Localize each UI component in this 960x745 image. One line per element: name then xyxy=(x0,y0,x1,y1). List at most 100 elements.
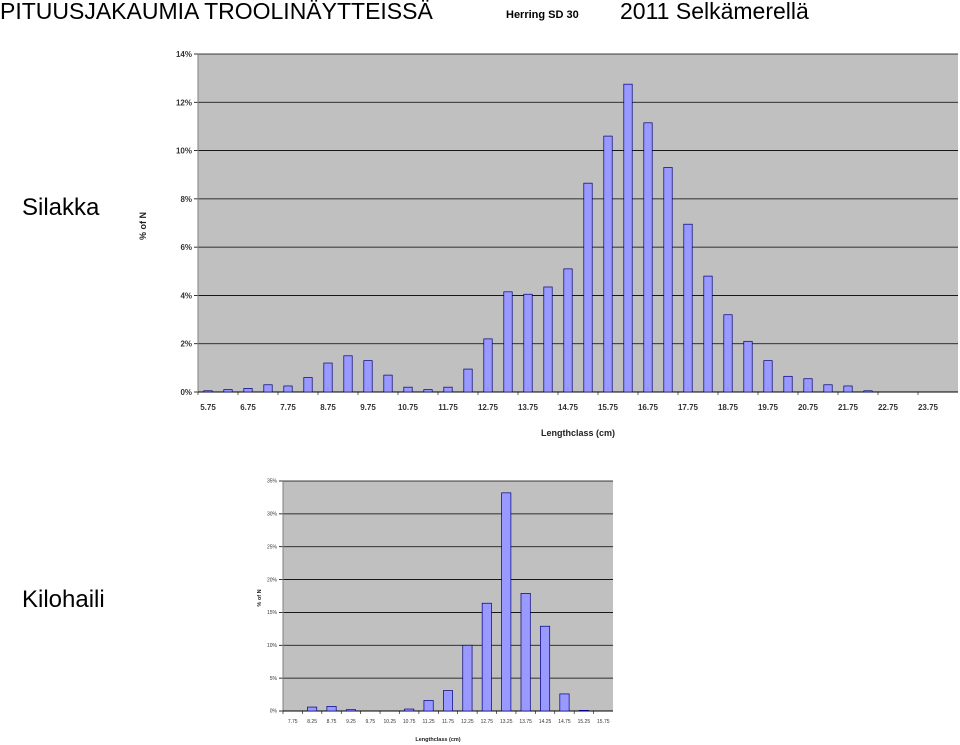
herring-xtick-label: 20.75 xyxy=(798,403,819,412)
herring-bar-13.25 xyxy=(503,291,513,393)
herring-bar-6.75 xyxy=(243,388,253,393)
herring-bar-21.25 xyxy=(823,384,833,393)
sprat-xtick-label: 13.25 xyxy=(500,719,513,725)
herring-bar-22.25 xyxy=(863,390,873,393)
herring-plot-area xyxy=(198,54,958,392)
sprat-plot-area xyxy=(283,481,613,711)
herring-ytick-label: 10% xyxy=(176,147,192,156)
sprat-xtick-label: 12.75 xyxy=(481,719,494,725)
herring-bar-12.75 xyxy=(483,338,493,393)
sprat-xtick-label: 14.75 xyxy=(558,719,571,725)
herring-xtick-label: 18.75 xyxy=(718,403,739,412)
sprat-bar-12.25 xyxy=(462,644,473,712)
herring-bar-9.75 xyxy=(363,360,373,393)
herring-bar-10.75 xyxy=(403,386,413,393)
herring-bar-5.75 xyxy=(203,390,213,393)
sprat-xtick-label: 15.25 xyxy=(578,719,591,725)
sprat-ytick-label: 35% xyxy=(267,479,278,485)
herring-ytick-label: 0% xyxy=(180,388,192,397)
sprat-ytick-label: 15% xyxy=(267,610,278,616)
sprat-ytick-label: 30% xyxy=(267,512,278,518)
herring-bar-18.25 xyxy=(703,275,713,393)
sprat-xtick-label: 12.25 xyxy=(461,719,474,725)
herring-bar-17.75 xyxy=(683,223,693,393)
herring-x-axis-title: Lengthclass (cm) xyxy=(541,428,615,438)
sprat-xtick-label: 14.25 xyxy=(539,719,552,725)
herring-bar-18.75 xyxy=(723,314,733,393)
herring-bar-14.25 xyxy=(543,286,553,393)
herring-xtick-label: 17.75 xyxy=(678,403,699,412)
herring-bar-10.25 xyxy=(383,374,393,393)
sprat-xtick-label: 11.25 xyxy=(423,719,435,725)
herring-xtick-label: 12.75 xyxy=(478,403,499,412)
sprat-xtick-label: 13.75 xyxy=(519,719,532,725)
herring-xtick-label: 8.75 xyxy=(320,403,336,412)
herring-xtick-label: 23.75 xyxy=(918,403,939,412)
herring-bar-11.75 xyxy=(443,386,453,393)
herring-bar-16.75 xyxy=(643,122,653,393)
herring-ytick-label: 4% xyxy=(180,291,192,300)
herring-xtick-label: 14.75 xyxy=(558,403,579,412)
herring-bar-14.75 xyxy=(563,268,573,393)
sprat-bar-8.25 xyxy=(307,706,318,712)
herring-bar-20.25 xyxy=(783,375,793,393)
sprat-xtick-label: 9.75 xyxy=(365,719,375,725)
herring-bar-19.25 xyxy=(743,340,753,393)
herring-xtick-label: 15.75 xyxy=(598,403,619,412)
sprat-y-axis-title: % of N xyxy=(257,589,263,606)
sprat-ytick-label: 10% xyxy=(267,643,278,649)
sprat-ytick-label: 20% xyxy=(267,577,278,583)
herring-bar-6.25 xyxy=(223,389,233,393)
herring-xtick-label: 7.75 xyxy=(280,403,296,412)
herring-xtick-label: 21.75 xyxy=(838,403,859,412)
sprat-ytick-label: 5% xyxy=(270,676,278,682)
herring-xtick-label: 11.75 xyxy=(438,403,458,412)
herring-bar-21.75 xyxy=(843,385,853,393)
herring-ytick-label: 12% xyxy=(176,98,192,107)
herring-bar-8.75 xyxy=(323,362,333,393)
sprat-xtick-label: 8.25 xyxy=(307,719,317,725)
herring-xtick-label: 9.75 xyxy=(360,403,376,412)
herring-xtick-label: 19.75 xyxy=(758,403,779,412)
sprat-xtick-label: 10.25 xyxy=(384,719,397,725)
species-area-tag: Herring SD 30 xyxy=(506,9,579,21)
sprat-xtick-label: 15.75 xyxy=(597,719,610,725)
herring-bar-19.75 xyxy=(763,360,773,393)
herring-xtick-label: 6.75 xyxy=(240,403,256,412)
herring-xtick-label: 13.75 xyxy=(518,403,539,412)
herring-xtick-label: 5.75 xyxy=(200,403,216,412)
sprat-bar-15.25 xyxy=(578,709,589,712)
herring-ytick-label: 2% xyxy=(180,340,192,349)
herring-bar-15.25 xyxy=(583,182,593,393)
herring-bar-11.25 xyxy=(423,389,433,393)
sprat-xtick-label: 10.75 xyxy=(403,719,416,725)
herring-bar-7.25 xyxy=(263,384,273,393)
herring-xtick-label: 16.75 xyxy=(638,403,659,412)
herring-bar-12.25 xyxy=(463,368,473,393)
herring-y-axis-title: % of N xyxy=(138,212,148,240)
sprat-bar-14.25 xyxy=(540,625,551,712)
herring-bar-8.25 xyxy=(303,377,313,393)
sprat-ytick-label: 25% xyxy=(267,544,278,550)
year-location-title: 2011 Selkämerellä xyxy=(620,0,809,24)
herring-xtick-label: 22.75 xyxy=(878,403,899,412)
herring-label: Silakka xyxy=(22,194,100,221)
sprat-bar-8.75 xyxy=(326,706,337,712)
sprat-xtick-label: 8.75 xyxy=(327,719,337,725)
herring-bar-7.75 xyxy=(283,385,293,393)
herring-ytick-label: 6% xyxy=(180,243,192,252)
herring-xtick-label: 10.75 xyxy=(398,403,419,412)
herring-bar-20.75 xyxy=(803,378,813,393)
herring-bar-16.25 xyxy=(623,83,633,393)
sprat-bar-12.75 xyxy=(481,602,492,712)
sprat-bar-11.75 xyxy=(442,690,454,712)
sprat-xtick-label: 11.75 xyxy=(442,719,454,725)
herring-bar-13.75 xyxy=(523,293,533,393)
sprat-x-axis-title: Lengthclass (cm) xyxy=(415,737,460,743)
herring-bar-15.75 xyxy=(603,135,613,393)
sprat-bar-13.25 xyxy=(501,492,512,712)
sprat-bar-13.75 xyxy=(520,593,531,712)
sprat-xtick-label: 7.75 xyxy=(288,719,298,725)
sprat-bar-11.25 xyxy=(423,700,434,712)
